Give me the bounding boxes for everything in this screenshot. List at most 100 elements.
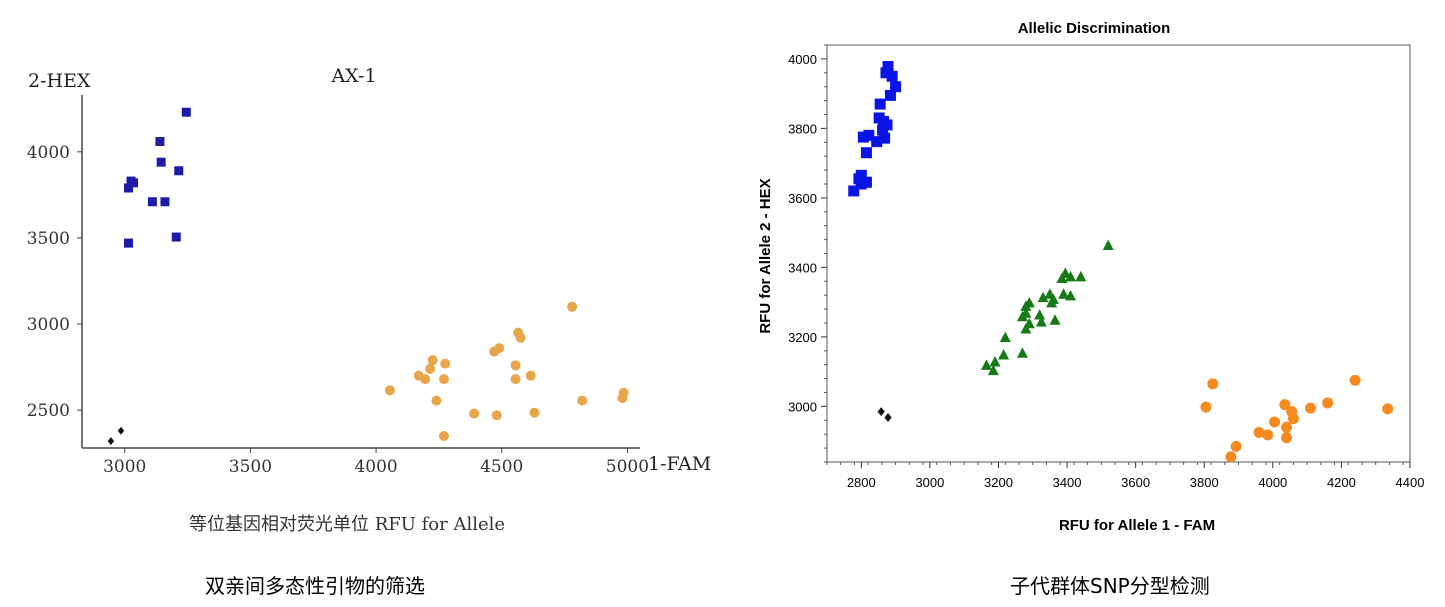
left-series-0-point-6	[124, 183, 133, 193]
left-x-tick-label: 4000	[354, 457, 397, 477]
right-series-0-point-2	[886, 70, 898, 82]
right-y-tick-label: 3000	[788, 399, 817, 414]
left-scatter-chart: AX-1 2-HEX 1-FAM 等位基因相对荧光单位 RFU for Alle…	[27, 65, 711, 535]
left-series-1-point-5	[427, 355, 438, 366]
right-series-1-point-17	[1035, 316, 1047, 327]
left-series-0-point-8	[160, 197, 170, 207]
right-series-2-point-10	[1281, 421, 1293, 433]
left-y-tick-label: 2500	[27, 401, 70, 421]
right-series-1-point-20	[999, 331, 1011, 343]
right-series-1-point-21	[1016, 347, 1028, 358]
left-series-1-point-7	[510, 360, 521, 371]
right-x-tick-label: 3000	[915, 475, 944, 490]
left-series-1-point-2	[515, 332, 526, 343]
right-series-2-point-8	[1287, 413, 1299, 425]
right-series-0-point-5	[874, 98, 886, 110]
left-chart-panel: AX-1 2-HEX 1-FAM 等位基因相对荧光单位 RFU for Alle…	[0, 0, 720, 607]
left-series-1-point-0	[567, 301, 578, 312]
right-series-1-point-8	[1037, 291, 1049, 303]
right-series-1-point-0	[1102, 239, 1114, 251]
right-series-3-point-0	[877, 407, 885, 417]
right-y-tick-label: 3400	[788, 260, 817, 275]
left-series-1-point-14	[384, 385, 395, 396]
right-series-1-point-15	[1016, 310, 1028, 322]
right-plot-frame	[826, 44, 1411, 463]
left-x-axis-label: 1-FAM	[648, 453, 711, 475]
right-series-2-point-13	[1281, 432, 1293, 444]
left-series-0-point-10	[171, 232, 181, 242]
left-series-1-point-13	[525, 370, 536, 381]
right-x-tick-label: 4400	[1396, 475, 1425, 490]
right-series-0-point-12	[879, 132, 891, 144]
right-scatter-chart: Allelic Discrimination RFU for Allele 1 …	[757, 20, 1425, 534]
right-figure-caption: 子代群体SNP分型检测	[1010, 574, 1210, 598]
right-y-tick-label: 3600	[788, 191, 817, 206]
left-series-1-point-17	[577, 395, 588, 406]
left-x-tick-label: 5000	[606, 457, 649, 477]
right-x-tick-label: 2800	[847, 475, 876, 490]
left-x-tick-label: 3000	[103, 457, 146, 477]
right-y-tick-label: 3800	[788, 121, 817, 136]
left-series-1-point-18	[431, 395, 442, 406]
right-y-axis-label: RFU for Allele 2 - HEX	[757, 178, 774, 333]
right-series-2-point-9	[1269, 416, 1281, 428]
left-series-1-point-16	[617, 393, 628, 404]
right-series-0-point-13	[871, 136, 883, 148]
right-y-tick-label: 4000	[788, 52, 817, 67]
right-series-2-point-0	[1349, 374, 1361, 386]
left-series-0-point-0	[181, 107, 191, 117]
right-series-2-point-3	[1279, 399, 1291, 411]
right-series-0-point-11	[857, 131, 869, 143]
right-series-1-point-22	[998, 349, 1010, 360]
right-series-1-point-2	[1056, 272, 1068, 284]
right-series-2-point-11	[1253, 426, 1265, 438]
right-x-axis-label: RFU for Allele 1 - FAM	[1059, 517, 1215, 534]
right-x-tick-label: 3600	[1121, 475, 1150, 490]
left-series-0-point-1	[155, 136, 165, 146]
right-x-tick-label: 3800	[1190, 475, 1219, 490]
left-x-axis-sublabel: 等位基因相对荧光单位 RFU for Allele	[189, 514, 505, 535]
right-series-2-point-1	[1207, 378, 1219, 390]
left-series-0-point-5	[129, 178, 139, 188]
right-series-2-point-14	[1230, 440, 1242, 452]
left-x-tick-label: 4500	[480, 457, 523, 477]
left-series-1-point-11	[438, 374, 449, 385]
left-chart-title: AX-1	[330, 65, 376, 87]
left-series-2-point-1	[117, 426, 125, 435]
left-series-1-point-19	[469, 408, 480, 419]
left-series-1-point-20	[491, 410, 502, 421]
right-series-2-point-4	[1200, 401, 1212, 413]
left-series-0-point-2	[156, 157, 166, 167]
right-series-0-point-0	[882, 61, 894, 73]
right-series-2-point-6	[1382, 403, 1394, 415]
right-series-0-point-4	[884, 89, 896, 101]
right-series-0-point-19	[848, 185, 860, 197]
right-series-1-point-23	[980, 359, 992, 370]
right-x-tick-label: 4000	[1258, 475, 1287, 490]
left-y-tick-label: 4000	[27, 143, 70, 163]
right-series-0-point-3	[890, 81, 902, 93]
right-series-0-point-18	[855, 178, 867, 190]
right-x-tick-label: 4200	[1327, 475, 1356, 490]
right-x-tick-label: 3400	[1053, 475, 1082, 490]
left-y-tick-label: 3000	[27, 315, 70, 335]
right-chart-title: Allelic Discrimination	[1018, 20, 1171, 37]
right-series-0-point-1	[880, 67, 892, 79]
right-series-2-point-2	[1322, 397, 1334, 409]
right-x-tick-label: 3200	[984, 475, 1013, 490]
right-y-tick-label: 3200	[788, 330, 817, 345]
left-series-1-point-21	[529, 407, 540, 418]
left-y-tick-label: 3500	[27, 229, 70, 249]
right-series-1-point-24	[989, 356, 1001, 367]
right-series-1-point-12	[1046, 296, 1058, 308]
left-y-axis-label: 2-HEX	[28, 70, 91, 92]
left-series-0-point-9	[124, 238, 133, 248]
left-series-1-point-22	[438, 430, 449, 441]
left-series-2-point-0	[107, 437, 115, 446]
right-series-1-point-14	[1034, 309, 1046, 320]
left-x-tick-label: 3500	[229, 457, 272, 477]
right-series-2-point-12	[1262, 429, 1274, 441]
left-series-1-point-4	[489, 346, 500, 357]
right-series-0-point-9	[877, 124, 889, 136]
right-series-1-point-4	[1075, 270, 1087, 282]
